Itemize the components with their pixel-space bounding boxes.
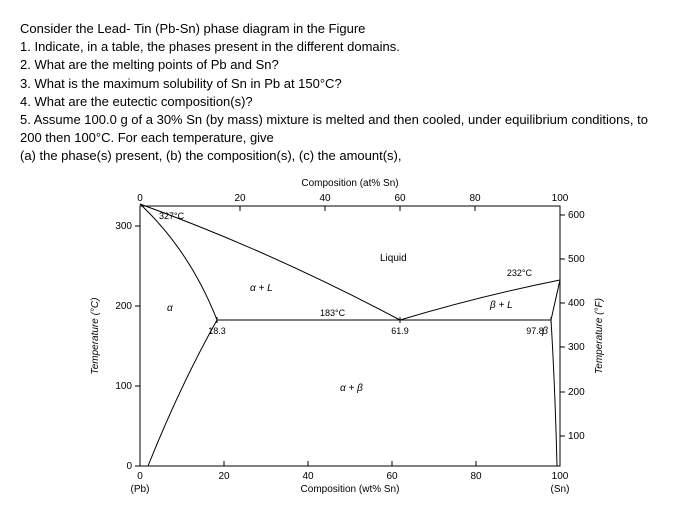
q5-line: 5. Assume 100.0 g of a 30% Sn (by mass) … (20, 111, 669, 147)
sn-liquidus-line (400, 280, 560, 320)
q3-line: 3. What is the maximum solubility of Sn … (20, 75, 669, 93)
bottom-tick: 100 (552, 471, 569, 482)
left-tick: 200 (115, 301, 132, 312)
right-tick: 100 (568, 431, 585, 442)
alpha-solidus-line (140, 204, 217, 320)
top-tick: 80 (469, 193, 481, 204)
q4-line: 4. What are the eutectic composition(s)? (20, 93, 669, 111)
right-tick: 500 (568, 254, 585, 265)
left-tick: 0 (126, 461, 132, 472)
sn-melt-label: 232°C (507, 268, 533, 278)
bottom-tick: 60 (386, 471, 398, 482)
eutectic-temp-label: 183°C (320, 308, 346, 318)
alpha-region-label: α (167, 303, 173, 314)
eutectic-comp-label: 61.9 (391, 326, 409, 336)
right-axis-title: Temperature (°F) (594, 298, 605, 374)
right-tick: 600 (568, 210, 585, 221)
right-tick: 200 (568, 387, 585, 398)
pb-melt-label: 327°C (159, 211, 185, 221)
beta-l-region-label: β + L (489, 300, 513, 311)
top-tick: 40 (319, 193, 331, 204)
top-tick: 0 (137, 193, 143, 204)
top-tick: 100 (552, 193, 569, 204)
right-tick: 300 (568, 342, 585, 353)
question-block: Consider the Lead- Tin (Pb-Sn) phase dia… (20, 20, 669, 166)
bottom-axis-title: Composition (wt% Sn) (301, 484, 400, 495)
q5sub-line: (a) the phase(s) present, (b) the compos… (20, 147, 669, 165)
top-tick: 60 (394, 193, 406, 204)
left-tick: 100 (115, 381, 132, 392)
alpha-solubility-label: 18.3 (208, 326, 226, 336)
pb-liquidus-line (140, 204, 400, 320)
alpha-solvus-line (148, 320, 217, 466)
sn-label: (Sn) (551, 484, 570, 495)
alpha-l-region-label: α + L (250, 283, 273, 294)
bottom-tick: 0 (137, 471, 143, 482)
left-axis-title: Temperature (°C) (90, 297, 101, 374)
beta-solvus-line (551, 320, 557, 466)
q1-line: 1. Indicate, in a table, the phases pres… (20, 38, 669, 56)
intro-line: Consider the Lead- Tin (Pb-Sn) phase dia… (20, 20, 669, 38)
alpha-beta-region-label: α + β (340, 383, 363, 394)
q2-line: 2. What are the melting points of Pb and… (20, 56, 669, 74)
liquid-region-label: Liquid (380, 253, 407, 264)
pb-label: (Pb) (131, 484, 150, 495)
top-axis-title: Composition (at% Sn) (301, 178, 398, 189)
beta-solidus-line (551, 280, 560, 320)
bottom-tick: 20 (218, 471, 230, 482)
phase-diagram-chart: Composition (at% Sn) 0 20 40 60 80 100 0… (70, 176, 630, 496)
left-tick: 300 (115, 221, 132, 232)
bottom-tick: 40 (302, 471, 314, 482)
beta-solubility-label: 97.8 (526, 326, 544, 336)
right-tick: 400 (568, 298, 585, 309)
bottom-tick: 80 (470, 471, 482, 482)
top-tick: 20 (234, 193, 246, 204)
